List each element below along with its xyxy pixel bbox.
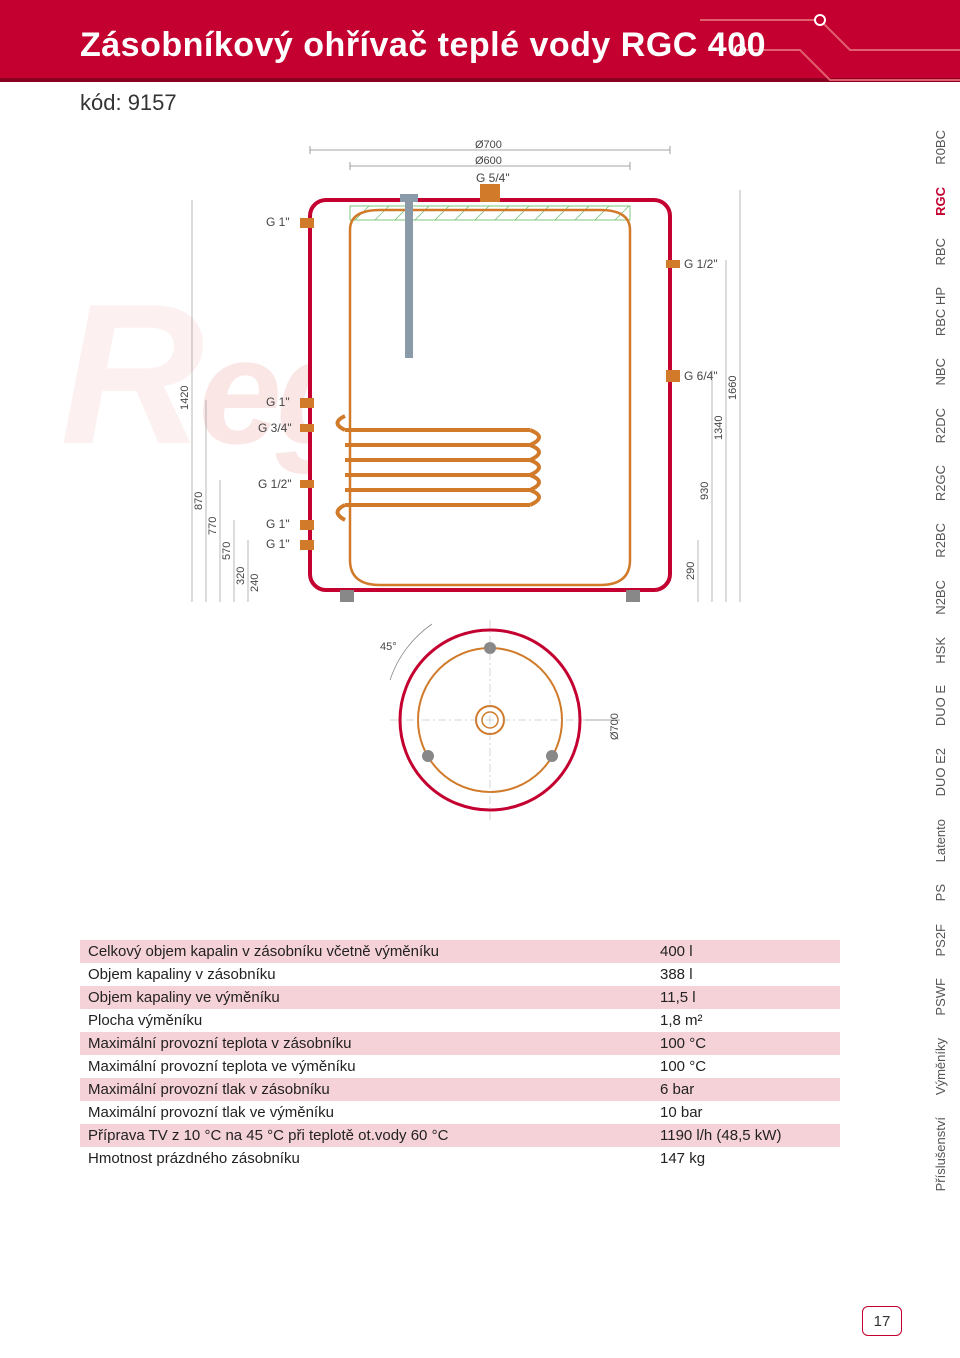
- page-number: 17: [862, 1306, 902, 1336]
- side-tab-hsk[interactable]: HSK: [933, 637, 948, 664]
- svg-text:G 3/4": G 3/4": [258, 421, 292, 435]
- spec-label: Objem kapaliny v zásobníku: [80, 963, 620, 986]
- technical-diagram: Ø700 Ø600 G 5/4" G 1" G 1": [180, 140, 830, 820]
- spec-row: Objem kapaliny v zásobníku388 l: [80, 963, 840, 986]
- svg-text:1340: 1340: [713, 416, 725, 440]
- side-tab-latento[interactable]: Latento: [933, 819, 948, 862]
- svg-text:870: 870: [193, 492, 205, 510]
- side-tab-n2bc[interactable]: N2BC: [933, 580, 948, 615]
- svg-text:1660: 1660: [727, 376, 739, 400]
- side-tab-rbc[interactable]: RBC: [933, 238, 948, 265]
- spec-row: Maximální provozní teplota ve výměníku10…: [80, 1055, 840, 1078]
- spec-label: Maximální provozní tlak ve výměníku: [80, 1101, 620, 1124]
- bottom-angle: 45°: [380, 641, 397, 653]
- header-accent: [0, 78, 960, 82]
- spec-value: 1,8 m²: [620, 1009, 840, 1032]
- side-tab-duo-e2[interactable]: DUO E2: [933, 748, 948, 796]
- side-tab-ps[interactable]: PS: [933, 884, 948, 901]
- side-tab-ps2f[interactable]: PS2F: [933, 924, 948, 957]
- spec-label: Maximální provozní teplota v zásobníku: [80, 1032, 620, 1055]
- side-tab-duo-e[interactable]: DUO E: [933, 685, 948, 726]
- svg-text:770: 770: [207, 517, 219, 535]
- side-tab-r2dc[interactable]: R2DC: [933, 408, 948, 443]
- left-ports: G 1" G 1" G 3/4" G 1/2" G 1" G 1": [258, 215, 314, 551]
- spec-row: Objem kapaliny ve výměníku11,5 l: [80, 986, 840, 1009]
- spec-value: 11,5 l: [620, 986, 840, 1009]
- spec-row: Maximální provozní tlak ve výměníku10 ba…: [80, 1101, 840, 1124]
- svg-text:G 1": G 1": [266, 395, 290, 409]
- spec-label: Maximální provozní teplota ve výměníku: [80, 1055, 620, 1078]
- spec-row: Maximální provozní teplota v zásobníku10…: [80, 1032, 840, 1055]
- specifications-table: Celkový objem kapalin v zásobníku včetně…: [80, 940, 840, 1170]
- side-tab-r2gc[interactable]: R2GC: [933, 465, 948, 501]
- bottom-dia: Ø700: [609, 713, 621, 740]
- spec-label: Plocha výměníku: [80, 1009, 620, 1032]
- svg-text:G 1/2": G 1/2": [258, 477, 292, 491]
- side-tab-výměníky[interactable]: Výměníky: [933, 1038, 948, 1095]
- side-tab-rbc-hp[interactable]: RBC HP: [933, 287, 948, 336]
- product-code: kód: 9157: [80, 90, 177, 116]
- side-tab-r0bc[interactable]: R0BC: [933, 130, 948, 165]
- spec-value: 1190 l/h (48,5 kW): [620, 1124, 840, 1147]
- svg-text:G 1": G 1": [266, 517, 290, 531]
- right-ports: G 1/2" G 6/4": [666, 257, 718, 383]
- dim-outer-dia: Ø700: [475, 140, 502, 151]
- side-tab-příslušenství[interactable]: Příslušenství: [933, 1117, 948, 1191]
- svg-text:G 1": G 1": [266, 215, 290, 229]
- spec-value: 100 °C: [620, 1032, 840, 1055]
- port-top: G 5/4": [476, 171, 510, 185]
- side-navigation: R0BC RGC RBC RBC HP NBC R2DC R2GC R2BC N2BC HSK DU…: [933, 130, 948, 1191]
- dim-inner-dia: Ø600: [475, 155, 502, 167]
- spec-value: 147 kg: [620, 1147, 840, 1170]
- side-tab-pswf[interactable]: PSWF: [933, 978, 948, 1016]
- spec-label: Maximální provozní tlak v zásobníku: [80, 1078, 620, 1101]
- svg-text:G 1": G 1": [266, 537, 290, 551]
- spec-value: 388 l: [620, 963, 840, 986]
- svg-text:320: 320: [235, 567, 247, 585]
- svg-text:570: 570: [221, 542, 233, 560]
- side-tab-rgc[interactable]: RGC: [933, 187, 948, 216]
- spec-label: Celkový objem kapalin v zásobníku včetně…: [80, 940, 620, 963]
- svg-text:930: 930: [699, 482, 711, 500]
- spec-row: Hmotnost prázdného zásobníku147 kg: [80, 1147, 840, 1170]
- svg-text:G 6/4": G 6/4": [684, 369, 718, 383]
- spec-label: Objem kapaliny ve výměníku: [80, 986, 620, 1009]
- svg-text:290: 290: [685, 562, 697, 580]
- spec-value: 400 l: [620, 940, 840, 963]
- spec-label: Příprava TV z 10 °C na 45 °C při teplotě…: [80, 1124, 620, 1147]
- page-title: Zásobníkový ohřívač teplé vody RGC 400: [80, 26, 766, 65]
- side-tab-r2bc[interactable]: R2BC: [933, 523, 948, 558]
- svg-text:G 1/2": G 1/2": [684, 257, 718, 271]
- side-tab-nbc[interactable]: NBC: [933, 358, 948, 385]
- spec-label: Hmotnost prázdného zásobníku: [80, 1147, 620, 1170]
- spec-row: Maximální provozní tlak v zásobníku6 bar: [80, 1078, 840, 1101]
- spec-row: Příprava TV z 10 °C na 45 °C při teplotě…: [80, 1124, 840, 1147]
- svg-text:1420: 1420: [180, 386, 191, 410]
- spec-value: 100 °C: [620, 1055, 840, 1078]
- spec-row: Celkový objem kapalin v zásobníku včetně…: [80, 940, 840, 963]
- svg-text:240: 240: [249, 574, 261, 592]
- spec-value: 6 bar: [620, 1078, 840, 1101]
- spec-row: Plocha výměníku1,8 m²: [80, 1009, 840, 1032]
- anode-rod: [405, 198, 413, 358]
- spec-value: 10 bar: [620, 1101, 840, 1124]
